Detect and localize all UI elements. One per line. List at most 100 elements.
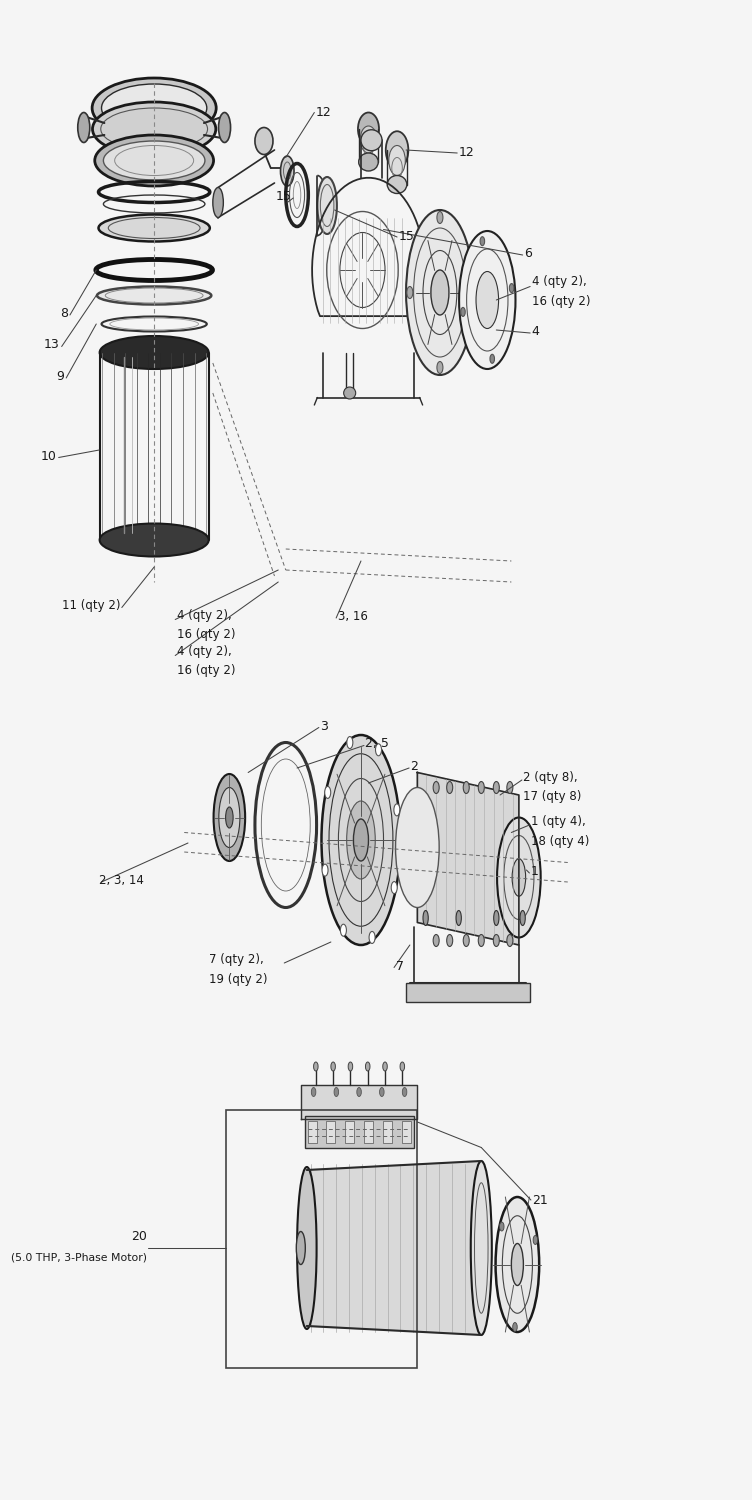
- Text: 21: 21: [532, 1194, 548, 1206]
- Ellipse shape: [361, 130, 382, 152]
- Text: 17 (qty 8): 17 (qty 8): [523, 790, 582, 802]
- Text: 4 (qty 2),: 4 (qty 2),: [177, 645, 232, 657]
- Circle shape: [507, 782, 513, 794]
- Text: 2, 5: 2, 5: [365, 738, 390, 750]
- Ellipse shape: [99, 336, 209, 369]
- Text: 2 (qty 8),: 2 (qty 8),: [523, 771, 578, 783]
- Text: 2, 3, 14: 2, 3, 14: [99, 874, 144, 886]
- Ellipse shape: [331, 1062, 335, 1071]
- Ellipse shape: [226, 807, 233, 828]
- Ellipse shape: [102, 84, 207, 132]
- Circle shape: [447, 782, 453, 794]
- Text: 10: 10: [41, 450, 56, 462]
- Ellipse shape: [400, 1062, 405, 1071]
- Ellipse shape: [476, 272, 499, 328]
- Text: 11 (qty 2): 11 (qty 2): [62, 600, 120, 612]
- Ellipse shape: [520, 910, 525, 926]
- Ellipse shape: [92, 102, 216, 156]
- Ellipse shape: [296, 1232, 305, 1264]
- Circle shape: [347, 736, 353, 748]
- Polygon shape: [417, 772, 519, 945]
- Ellipse shape: [406, 210, 474, 375]
- Text: 7 (qty 2),: 7 (qty 2),: [209, 954, 264, 966]
- Circle shape: [341, 924, 347, 936]
- Ellipse shape: [497, 818, 541, 938]
- Text: 2: 2: [411, 760, 418, 772]
- Bar: [326, 1120, 335, 1143]
- Circle shape: [357, 1088, 361, 1096]
- Text: 9: 9: [56, 370, 64, 382]
- Ellipse shape: [365, 1062, 370, 1071]
- Circle shape: [402, 1088, 407, 1096]
- Ellipse shape: [219, 112, 231, 142]
- Circle shape: [461, 308, 465, 316]
- Circle shape: [467, 286, 473, 298]
- Ellipse shape: [255, 128, 273, 154]
- Ellipse shape: [99, 214, 210, 242]
- Circle shape: [394, 804, 400, 816]
- Ellipse shape: [280, 156, 294, 186]
- Ellipse shape: [321, 735, 400, 945]
- Ellipse shape: [77, 112, 89, 142]
- Ellipse shape: [512, 858, 526, 897]
- Ellipse shape: [353, 819, 368, 861]
- Circle shape: [334, 1088, 338, 1096]
- Circle shape: [369, 932, 375, 944]
- Circle shape: [509, 284, 514, 292]
- Text: 13: 13: [44, 339, 59, 351]
- Circle shape: [311, 1088, 316, 1096]
- Ellipse shape: [386, 132, 408, 170]
- Ellipse shape: [459, 231, 516, 369]
- Ellipse shape: [456, 910, 461, 926]
- Ellipse shape: [389, 146, 405, 176]
- Ellipse shape: [99, 524, 209, 556]
- Text: 20: 20: [131, 1230, 147, 1242]
- Ellipse shape: [383, 1062, 387, 1071]
- Text: 15: 15: [399, 231, 414, 243]
- Ellipse shape: [92, 78, 217, 138]
- Circle shape: [533, 1236, 538, 1245]
- Ellipse shape: [317, 177, 337, 234]
- Text: 4 (qty 2),: 4 (qty 2),: [532, 276, 587, 288]
- Bar: [226, 1110, 417, 1368]
- Ellipse shape: [95, 135, 214, 186]
- Ellipse shape: [431, 270, 449, 315]
- Ellipse shape: [348, 1062, 353, 1071]
- Circle shape: [478, 782, 484, 794]
- Circle shape: [375, 744, 381, 756]
- Bar: [345, 1120, 354, 1143]
- Ellipse shape: [494, 910, 499, 926]
- Circle shape: [490, 354, 495, 363]
- Text: 18 (qty 4): 18 (qty 4): [531, 836, 590, 848]
- Text: (5.0 THP, 3-Phase Motor): (5.0 THP, 3-Phase Motor): [11, 1252, 147, 1262]
- Ellipse shape: [347, 801, 375, 879]
- Ellipse shape: [213, 188, 223, 218]
- Circle shape: [437, 211, 443, 223]
- Text: 16 (qty 2): 16 (qty 2): [177, 628, 235, 640]
- Circle shape: [478, 934, 484, 946]
- Ellipse shape: [314, 1062, 318, 1071]
- Circle shape: [480, 237, 484, 246]
- Text: 7: 7: [396, 960, 404, 972]
- Circle shape: [493, 934, 499, 946]
- Bar: [402, 1120, 411, 1143]
- Text: 19 (qty 2): 19 (qty 2): [209, 974, 268, 986]
- Circle shape: [493, 782, 499, 794]
- Bar: [383, 1120, 392, 1143]
- Text: 3: 3: [320, 720, 328, 732]
- Ellipse shape: [344, 387, 356, 399]
- Ellipse shape: [423, 910, 428, 926]
- Circle shape: [507, 934, 513, 946]
- Circle shape: [407, 286, 413, 298]
- Circle shape: [513, 1323, 517, 1332]
- Circle shape: [437, 362, 443, 374]
- Text: 6: 6: [524, 248, 532, 259]
- Circle shape: [322, 864, 328, 876]
- Bar: [364, 1120, 373, 1143]
- Ellipse shape: [97, 286, 211, 304]
- Bar: [308, 1120, 317, 1143]
- Polygon shape: [307, 1161, 481, 1335]
- Text: 12: 12: [316, 106, 332, 118]
- Ellipse shape: [496, 1197, 539, 1332]
- Ellipse shape: [360, 126, 377, 153]
